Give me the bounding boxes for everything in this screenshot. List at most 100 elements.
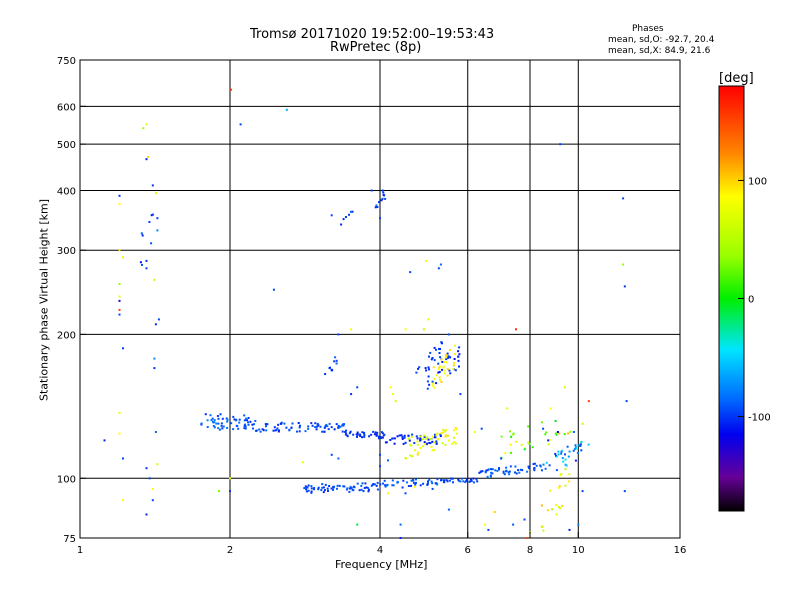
data-point [118,194,121,197]
data-point [330,453,333,456]
data-point [438,365,441,368]
data-point [433,377,436,380]
data-point [457,355,460,358]
data-point [576,452,579,454]
data-point [437,371,440,374]
data-point [324,425,327,428]
data-point [563,386,566,389]
data-point [233,418,236,421]
data-point [307,489,310,492]
legend-stats-o: mean, sd,O: -92.7, 20.4 [608,35,715,45]
data-point [322,491,325,494]
data-point [379,465,381,468]
data-point [431,449,434,452]
data-point [401,437,404,440]
data-point [221,417,224,420]
data-point [457,350,460,353]
data-point [396,481,399,484]
data-point [219,413,222,416]
data-point [393,437,396,440]
data-point [382,482,384,485]
data-point [370,433,373,436]
data-point [237,427,240,430]
data-point [426,442,428,445]
data-point [446,368,449,371]
data-point [431,380,434,383]
y-tick-label: 750 [57,56,76,67]
data-point [145,513,148,516]
data-point [447,508,450,511]
data-point [441,368,443,371]
axis-ticks: 1 2 4 6 8 10 16 75 100 200 300 400 500 600 750 [57,56,686,556]
data-point [417,451,420,454]
data-point [118,295,121,298]
data-point [320,489,323,491]
data-point [141,263,143,266]
data-point [443,361,446,363]
data-point [444,434,447,437]
data-point [449,372,452,375]
y-tick-label: 300 [57,246,76,257]
data-point [402,479,405,482]
data-point [407,434,410,437]
data-point [422,438,425,441]
data-point [391,484,394,487]
data-point [549,489,552,492]
data-point [279,422,282,425]
data-point [581,490,584,493]
data-point [423,435,426,438]
data-point [344,430,347,433]
data-point [527,465,530,468]
data-point [321,486,324,489]
data-point [424,437,427,440]
data-point [442,366,445,369]
data-point [414,449,417,452]
data-point [325,423,328,426]
data-point [528,442,531,445]
data-point [462,480,465,483]
data-point [453,361,455,364]
data-point [568,473,571,476]
data-point [337,457,340,460]
data-point [545,461,548,464]
data-point [561,504,564,507]
data-point [623,490,626,493]
data-point [396,435,399,438]
data-point [422,482,425,485]
data-point [435,374,438,377]
data-point [446,352,449,355]
data-point [379,217,381,220]
data-point [367,490,370,493]
data-point [410,484,412,487]
data-point [533,467,536,469]
data-point [278,429,280,432]
data-point [428,355,430,358]
data-point [560,472,563,475]
data-point [375,484,378,487]
data-point [311,424,314,427]
data-point [150,242,153,245]
data-point [276,427,279,430]
data-point [142,127,145,130]
data-point [310,490,313,493]
data-point [554,420,557,422]
data-point [444,443,447,446]
data-point [238,421,241,424]
data-point [145,467,148,470]
data-point [457,478,460,481]
data-point [509,430,511,433]
data-point [373,433,376,436]
data-point [486,475,489,478]
data-point [446,434,449,437]
data-point [399,537,402,539]
data-point [323,489,326,492]
data-point [305,488,308,491]
data-point [436,478,439,481]
data-point [444,435,447,438]
data-point [433,346,436,349]
data-point [542,529,545,532]
data-point [321,483,324,486]
data-point [507,471,510,474]
data-point [372,483,375,485]
data-point [226,418,229,421]
